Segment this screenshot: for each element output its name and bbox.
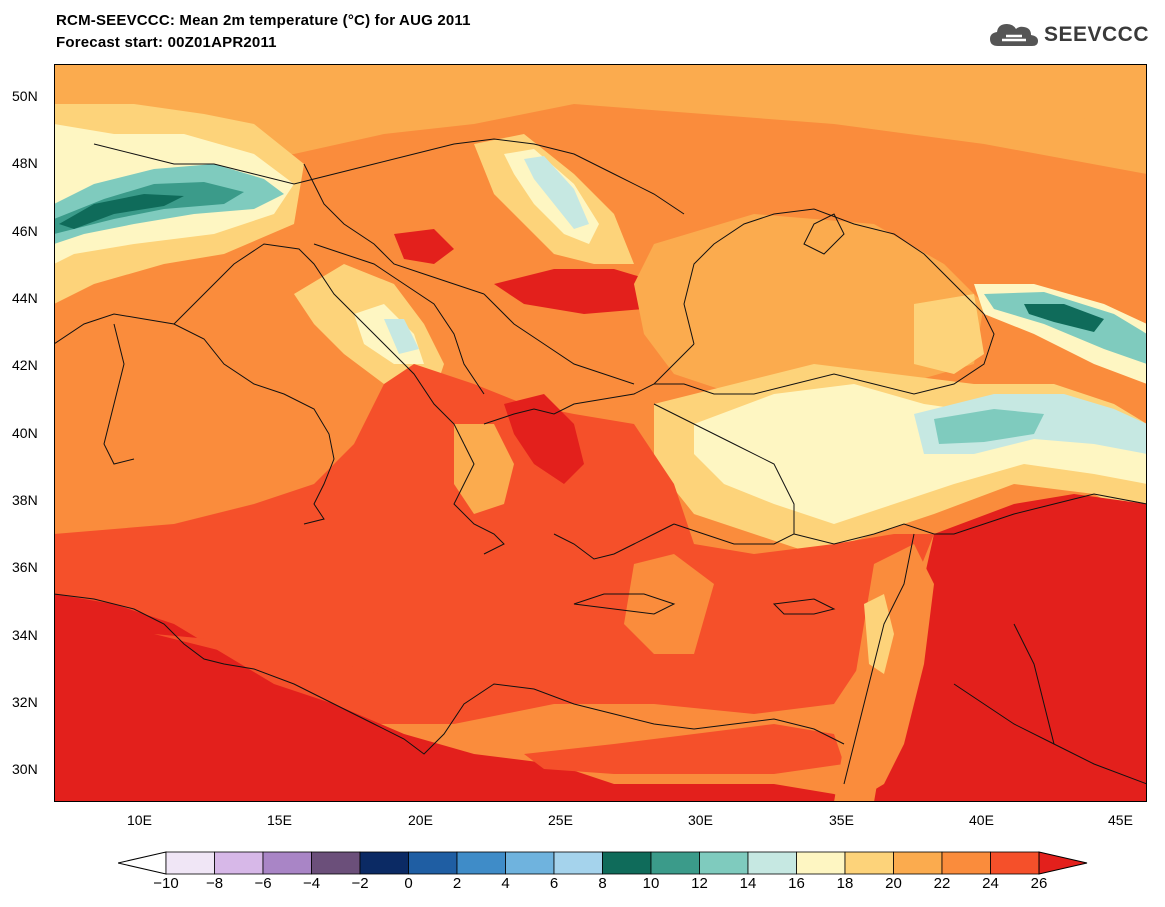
colorbar-swatch [941,851,991,875]
colorbar-swatch [990,851,1040,875]
lat-label-30n: 30N [12,761,38,777]
colorbar-swatch [505,851,555,875]
lon-label-35e: 35E [829,812,854,828]
colorbar-tick-label: 18 [836,875,854,892]
carpathians-cold-core [524,156,589,229]
lon-label-45e: 45E [1108,812,1133,828]
northern-cool-band [54,64,1147,234]
chart-title: RCM-SEEVCCC: Mean 2m temperature (°C) fo… [56,12,471,29]
lat-label-32n: 32N [12,694,38,710]
colorbar-tick-label: −6 [254,875,272,892]
lat-label-38n: 38N [12,492,38,508]
colorbar [118,851,1088,875]
lebanon-mountain-mild [864,594,894,674]
colorbar-swatch [311,851,361,875]
black-sea-surface [634,214,984,394]
colorbar-swatch [214,851,264,875]
colorbar-tick-label: 14 [739,875,757,892]
colorbar-swatch [650,851,700,875]
colorbar-swatch [553,851,603,875]
colorbar-over-triangle [1038,851,1088,875]
danube-plain-hot [494,269,664,314]
greece-mainland-mild [454,424,514,514]
black-sea-east-cool [914,294,984,374]
forecast-start-subtitle: Forecast start: 00Z01APR2011 [56,34,277,51]
colorbar-tick-label: 24 [982,875,999,892]
lat-label-48n: 48N [12,155,38,171]
colorbar-tick-label: −10 [153,875,179,892]
egypt-coast-warm [524,724,844,774]
lat-label-46n: 46N [12,223,38,239]
lat-label-34n: 34N [12,627,38,643]
colorbar-tick-label: 22 [933,875,951,892]
north-east-warm-zone [914,64,1147,124]
colorbar-tick-label: 16 [788,875,805,892]
alps-cold-core [59,194,184,229]
lat-label-42n: 42N [12,357,38,373]
lon-label-15e: 15E [267,812,292,828]
lon-label-10e: 10E [127,812,152,828]
caucasus-cold-band [984,292,1147,364]
colorbar-under-triangle [118,851,167,875]
colorbar-swatch [408,851,458,875]
colorbar-swatch [893,851,943,875]
colorbar-tick-label: −2 [351,875,369,892]
colorbar-tick-label: 26 [1030,875,1048,892]
lat-label-44n: 44N [12,290,38,306]
colorbar-swatch [456,851,506,875]
colorbar-swatch [844,851,894,875]
colorbar-swatch [262,851,312,875]
mediterranean-sea-warm [54,364,934,724]
colorbar-tick-label: 10 [642,875,660,892]
lon-label-30e: 30E [688,812,713,828]
anatolia-cold-core [934,409,1044,444]
colorbar-tick-label: −4 [302,875,321,892]
lon-label-20e: 20E [408,812,433,828]
colorbar-tick-label: −8 [205,875,224,892]
cloud-icon [989,24,1038,46]
colorbar-tick-label: 20 [885,875,902,892]
colorbar-tick-label: 0 [404,875,413,892]
libya-coast-warm [154,634,474,714]
colorbar-tick-label: 8 [598,875,607,892]
aegean-warm-patch [504,394,584,484]
seevccc-logo: SEEVCCC [988,20,1149,50]
colorbar-swatch [796,851,846,875]
pannonia-hot-spot [394,229,454,264]
colorbar-swatch [165,851,215,875]
colorbar-swatch [359,851,409,875]
coastlines-and-borders [54,138,1147,785]
lat-label-50n: 50N [12,88,38,104]
levant-desert-hot [874,494,1147,802]
lon-label-25e: 25E [548,812,573,828]
colorbar-tick-label: 2 [452,875,462,892]
dinaric-cold-core [384,319,419,354]
colorbar-swatch [747,851,797,875]
north-africa-desert-hot [54,594,854,802]
lon-label-40e: 40E [969,812,994,828]
colorbar-tick-label: 4 [501,875,510,892]
colorbar-swatch [602,851,652,875]
caucasus-cold-core [1024,304,1104,332]
logo-text: SEEVCCC [1043,23,1149,46]
colorbar-tick-label: 12 [691,875,708,892]
lat-label-40n: 40N [12,425,38,441]
colorbar-tick-label: 6 [549,875,559,892]
lat-label-36n: 36N [12,559,38,575]
east-sea-orange-tongue [624,554,714,654]
temperature-map [54,64,1147,802]
colorbar-swatch [699,851,749,875]
